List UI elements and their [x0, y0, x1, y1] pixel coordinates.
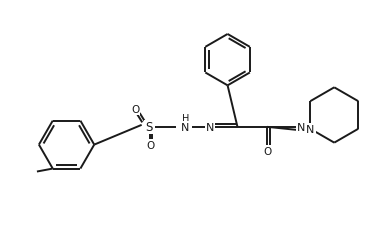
Text: N: N	[206, 122, 214, 132]
Text: S: S	[145, 121, 152, 134]
Text: N: N	[181, 122, 189, 132]
Text: N: N	[306, 124, 315, 134]
Text: O: O	[146, 140, 155, 150]
Text: O: O	[263, 146, 271, 156]
Text: H: H	[182, 114, 190, 123]
Text: O: O	[132, 105, 140, 115]
Text: N: N	[296, 122, 305, 132]
